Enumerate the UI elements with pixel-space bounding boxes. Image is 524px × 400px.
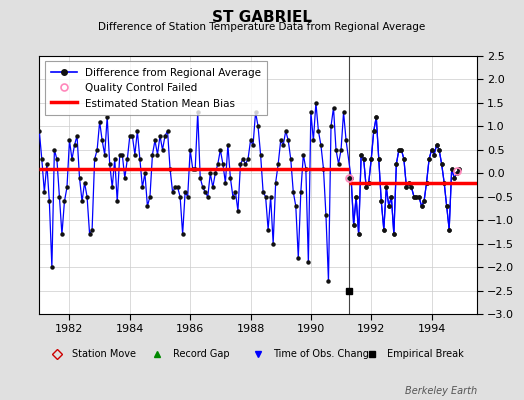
- Text: Time of Obs. Change: Time of Obs. Change: [274, 349, 375, 359]
- Text: Berkeley Earth: Berkeley Earth: [405, 386, 477, 396]
- Text: Station Move: Station Move: [72, 349, 136, 359]
- Text: Record Gap: Record Gap: [173, 349, 230, 359]
- Text: Difference of Station Temperature Data from Regional Average: Difference of Station Temperature Data f…: [99, 22, 425, 32]
- Text: Empirical Break: Empirical Break: [387, 349, 464, 359]
- Text: ST GABRIEL: ST GABRIEL: [212, 10, 312, 25]
- Legend: Difference from Regional Average, Quality Control Failed, Estimated Station Mean: Difference from Regional Average, Qualit…: [45, 61, 267, 115]
